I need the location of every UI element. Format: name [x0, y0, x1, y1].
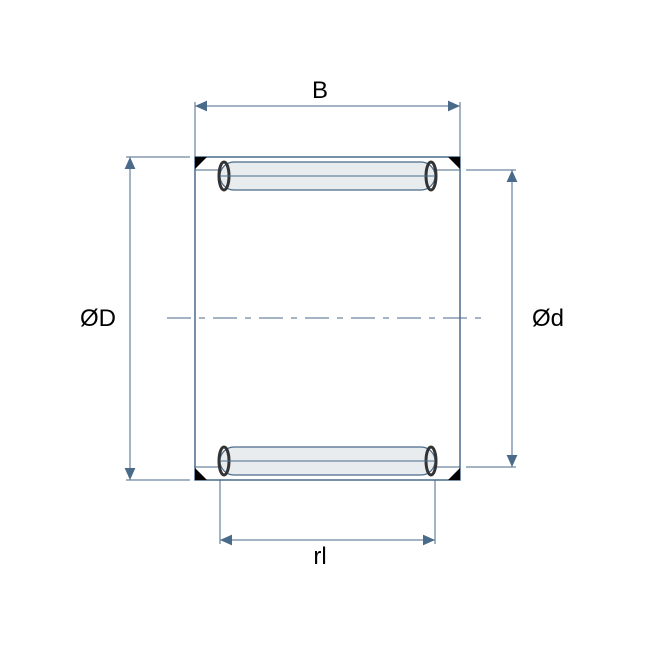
dim-label-B: B	[312, 77, 328, 104]
corner-tl	[195, 157, 207, 169]
dim-label-d: Ød	[532, 305, 564, 332]
dim-label-rl: rl	[313, 543, 326, 570]
corner-br	[448, 468, 460, 480]
dim-label-D: ØD	[80, 305, 116, 332]
corner-bl	[195, 468, 207, 480]
corner-tr	[448, 157, 460, 169]
bearing-diagram: Brl ØD Ød	[0, 0, 670, 670]
